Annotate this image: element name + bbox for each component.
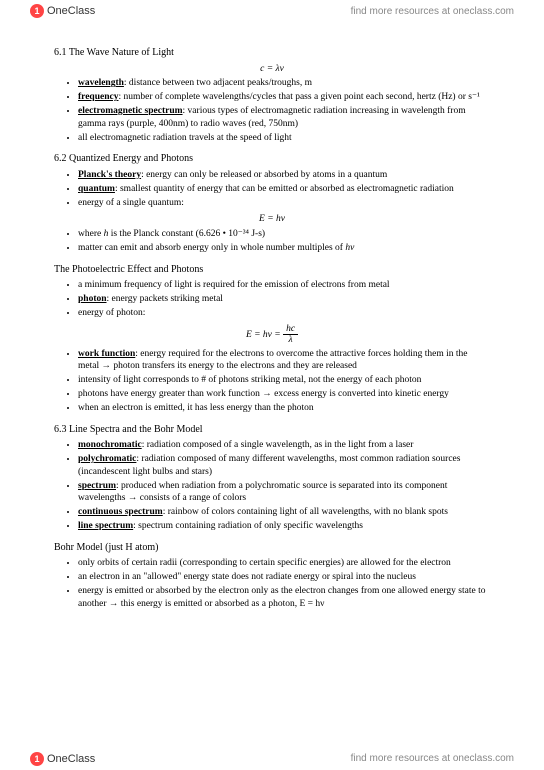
term: quantum (78, 184, 115, 194)
section-6-2-list-2: where h is the Planck constant (6.626 • … (54, 228, 490, 255)
logo-bottom: 1 OneClass (30, 752, 95, 766)
term: frequency (78, 92, 118, 102)
term: electromagnetic spectrum (78, 106, 183, 116)
list-item: energy of a single quantum: (78, 197, 490, 210)
definition: : number of complete wavelengths/cycles … (118, 92, 479, 102)
definition: : distance between two adjacent peaks/tr… (124, 78, 312, 88)
list-item: Planck's theory: energy can only be rele… (78, 169, 490, 182)
watermark-top: find more resources at oneclass.com (351, 6, 514, 17)
definition: : spectrum containing radiation of only … (133, 521, 363, 531)
section-6-3-list-1: monochromatic: radiation composed of a s… (54, 439, 490, 533)
term: continuous spectrum (78, 507, 163, 517)
term: wavelength (78, 78, 124, 88)
definition: : rainbow of colors containing light of … (163, 507, 448, 517)
section-6-3-list-2: only orbits of certain radii (correspond… (54, 557, 490, 610)
list-item: quantum: smallest quantity of energy tha… (78, 183, 490, 196)
section-6-1-title: 6.1 The Wave Nature of Light (54, 46, 490, 60)
logo-text: OneClass (47, 753, 95, 765)
list-item: continuous spectrum: rainbow of colors c… (78, 506, 490, 519)
photoelectric-title: The Photoelectric Effect and Photons (54, 263, 490, 277)
list-item: polychromatic: radiation composed of man… (78, 453, 490, 479)
definition: : radiation composed of many different w… (78, 454, 460, 477)
list-item: intensity of light corresponds to # of p… (78, 374, 490, 387)
definition: : smallest quantity of energy that can b… (115, 184, 454, 194)
term: spectrum (78, 481, 116, 491)
term: Planck's theory (78, 170, 141, 180)
logo-text: OneClass (47, 5, 95, 17)
logo-icon: 1 (30, 752, 44, 766)
list-item: line spectrum: spectrum containing radia… (78, 520, 490, 533)
section-6-1-list: wavelength: distance between two adjacen… (54, 77, 490, 144)
bohr-model-title: Bohr Model (just H atom) (54, 541, 490, 555)
list-item: a minimum frequency of light is required… (78, 279, 490, 292)
definition: : produced when radiation from a polychr… (78, 481, 447, 504)
list-item: photons have energy greater than work fu… (78, 388, 490, 401)
definition: : energy packets striking metal (107, 294, 223, 304)
list-item: frequency: number of complete wavelength… (78, 91, 490, 104)
list-item: photon: energy packets striking metal (78, 293, 490, 306)
formula-e-hv: E = hν (54, 213, 490, 226)
term: photon (78, 294, 107, 304)
list-item: spectrum: produced when radiation from a… (78, 480, 490, 506)
section-6-2-list-4: work function: energy required for the e… (54, 348, 490, 415)
list-item: work function: energy required for the e… (78, 348, 490, 374)
list-item: when an electron is emitted, it has less… (78, 402, 490, 415)
list-item: energy of photon: (78, 307, 490, 320)
term: work function (78, 349, 135, 359)
definition: : energy required for the electrons to o… (78, 349, 467, 372)
list-item: energy is emitted or absorbed by the ele… (78, 585, 490, 611)
logo-icon: 1 (30, 4, 44, 18)
term: monochromatic (78, 440, 142, 450)
list-item: only orbits of certain radii (correspond… (78, 557, 490, 570)
section-6-2-list-3: a minimum frequency of light is required… (54, 279, 490, 319)
list-item: wavelength: distance between two adjacen… (78, 77, 490, 90)
watermark-bottom: find more resources at oneclass.com (351, 753, 514, 764)
definition: : energy can only be released or absorbe… (141, 170, 387, 180)
list-item: an electron in an "allowed" energy state… (78, 571, 490, 584)
section-6-2-list-1: Planck's theory: energy can only be rele… (54, 169, 490, 209)
term: line spectrum (78, 521, 133, 531)
formula-e-hc-lambda: E = hν = hcλ (54, 324, 490, 346)
list-item: electromagnetic spectrum: various types … (78, 105, 490, 131)
section-6-3-title: 6.3 Line Spectra and the Bohr Model (54, 423, 490, 437)
list-item: all electromagnetic radiation travels at… (78, 132, 490, 145)
definition: : radiation composed of a single wavelen… (142, 440, 414, 450)
list-item: matter can emit and absorb energy only i… (78, 242, 490, 255)
list-item: where h is the Planck constant (6.626 • … (78, 228, 490, 241)
section-6-2-title: 6.2 Quantized Energy and Photons (54, 152, 490, 166)
list-item: monochromatic: radiation composed of a s… (78, 439, 490, 452)
term: polychromatic (78, 454, 136, 464)
document-body: 6.1 The Wave Nature of Light c = λν wave… (0, 0, 544, 645)
formula-c-lambda-nu: c = λν (54, 63, 490, 76)
logo-top: 1 OneClass (30, 4, 95, 18)
